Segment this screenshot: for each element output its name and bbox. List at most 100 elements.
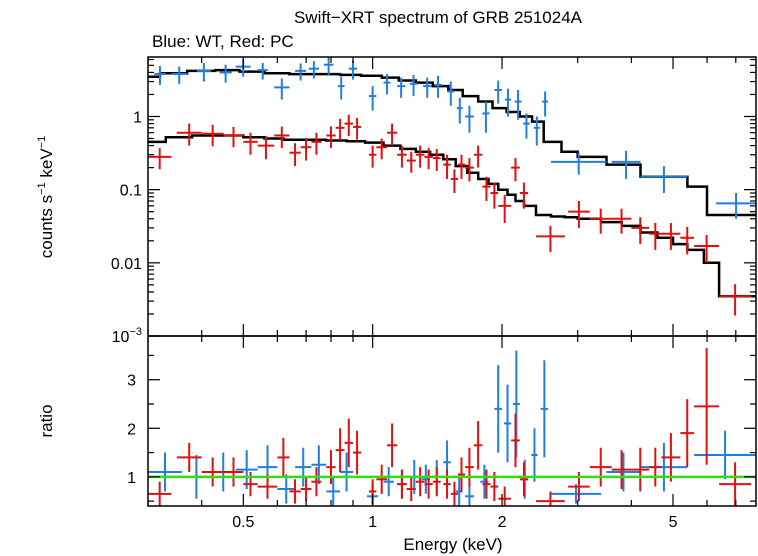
ratio-pc-point bbox=[649, 447, 662, 487]
ratio-wt-point bbox=[640, 442, 688, 492]
chart-subtitle: Blue: WT, Red: PC bbox=[152, 32, 294, 51]
spectrum-wt-point bbox=[447, 81, 455, 106]
spectrum-pc-point bbox=[257, 136, 275, 160]
spectrum-wt-point bbox=[196, 62, 211, 82]
spectrum-wt-point bbox=[640, 166, 688, 194]
ratio-pc-point bbox=[335, 428, 345, 472]
ratio-wt-point bbox=[326, 476, 341, 506]
ratio-pc-point bbox=[589, 447, 612, 487]
ratio-pc-point bbox=[289, 479, 301, 504]
spectrum-wt-point bbox=[397, 77, 406, 98]
spectrum-pc-point bbox=[464, 158, 474, 182]
ratio-pc-point bbox=[406, 476, 416, 502]
ratio-pc-point bbox=[519, 462, 529, 497]
spectrum-pc-point bbox=[424, 148, 433, 170]
spectrum-wt-point bbox=[456, 97, 463, 124]
spectrum-wt-point bbox=[154, 65, 166, 85]
ratio-panel: 1 2 3 ratio bbox=[37, 335, 757, 507]
spectrum-pc-point bbox=[344, 114, 354, 137]
x-tick-label: 1 bbox=[368, 514, 377, 531]
spectrum-wt-point bbox=[434, 75, 443, 98]
ratio-pc-point bbox=[201, 457, 224, 487]
spectrum-wt-point bbox=[337, 76, 345, 100]
ratio-pc-point bbox=[432, 467, 441, 497]
ratio-pc-point bbox=[450, 481, 459, 506]
ratio-pc-point bbox=[498, 486, 512, 506]
ratio-pc-point bbox=[397, 469, 407, 499]
ratio-wt-point bbox=[606, 452, 641, 492]
ratio-pc-point bbox=[511, 413, 520, 468]
ratio-pc-point bbox=[458, 457, 465, 492]
spectrum-panel: 1 0.1 0.01 10−3 counts s−1 keV−1 bbox=[36, 56, 757, 346]
ratio-pc-point bbox=[680, 399, 695, 468]
spectrum-pc-point bbox=[176, 123, 202, 146]
spectrum-wt-point bbox=[523, 113, 530, 139]
spectrum-pc-point bbox=[326, 126, 336, 149]
ratio-pc-point bbox=[344, 418, 354, 468]
spectrum-pc-point bbox=[443, 154, 451, 179]
y-tick-label: 0.01 bbox=[111, 256, 142, 273]
ratio-wt-point bbox=[540, 360, 549, 458]
ratio-pc-point bbox=[376, 464, 388, 494]
y-tick-label-min: 10−3 bbox=[112, 326, 142, 346]
ratio-pc-point bbox=[443, 469, 451, 499]
ratio-pc-point bbox=[257, 474, 278, 499]
ratio-pc-point bbox=[719, 462, 752, 506]
spectrum-pc-point bbox=[661, 223, 681, 250]
ratio-y-axis-label: ratio bbox=[37, 404, 56, 437]
spectrum-pc-point bbox=[406, 151, 416, 173]
ratio-y-tick-label: 3 bbox=[127, 373, 136, 390]
ratio-wt-point bbox=[531, 428, 538, 482]
ratio-pc-point bbox=[311, 467, 322, 497]
spectrum-pc-point bbox=[368, 145, 377, 168]
spectrum-wt-point bbox=[274, 78, 290, 100]
spectrum-pc-point bbox=[243, 132, 258, 155]
spectrum-pc-point bbox=[201, 124, 224, 147]
spectrum-pc-point bbox=[397, 145, 407, 168]
spectrum-wt-point bbox=[171, 66, 188, 84]
spectrum-wt-point bbox=[295, 63, 307, 81]
spectrum-wt-point bbox=[542, 91, 549, 117]
spectrum-wt-point bbox=[383, 74, 391, 95]
spectrum-pc-point bbox=[289, 143, 301, 167]
ratio-pc-point bbox=[473, 421, 483, 470]
spectrum-wt-point bbox=[611, 150, 641, 179]
spectrum-pc-point bbox=[450, 169, 459, 194]
ratio-pc-point bbox=[223, 457, 244, 487]
ratio-pc-point bbox=[353, 430, 362, 475]
ratio-pc-point bbox=[387, 423, 398, 468]
ratio-wt-point bbox=[694, 430, 756, 480]
ratio-y-tick-label: 1 bbox=[127, 470, 136, 487]
chart-title: Swift−XRT spectrum of GRB 251024A bbox=[294, 8, 583, 27]
spectrum-wt-point bbox=[348, 60, 358, 80]
ratio-pc-point bbox=[277, 438, 290, 477]
spectrum-wt-point bbox=[323, 57, 334, 75]
ratio-pc-point bbox=[148, 481, 172, 506]
spectrum-pc-point bbox=[536, 225, 565, 253]
spectrum-pc-point bbox=[511, 158, 520, 182]
spectrum-wt-point bbox=[308, 61, 319, 79]
ratio-pc-point bbox=[424, 469, 433, 499]
spectrum-pc-point bbox=[458, 154, 465, 179]
ratio-frame bbox=[147, 335, 757, 507]
ratio-pc-point bbox=[464, 447, 474, 487]
spectrum-pc-point bbox=[274, 126, 290, 149]
spectrum-wt-point bbox=[514, 90, 522, 120]
spectrum-wt-point bbox=[423, 77, 432, 98]
spectrum-pc-point bbox=[680, 226, 695, 255]
pc-model-line bbox=[148, 134, 756, 298]
spectrum-pc-point bbox=[223, 126, 244, 148]
spectrum-wt-point bbox=[716, 193, 756, 219]
spectrum-pc-point bbox=[589, 208, 612, 234]
ratio-wt-point bbox=[148, 452, 183, 492]
spectrum-wt-point bbox=[494, 80, 503, 104]
ratio-pc-point bbox=[661, 433, 681, 482]
y-tick-label: 0.1 bbox=[120, 183, 142, 200]
spectrum-pc-point bbox=[694, 235, 720, 263]
ratio-wt-point bbox=[503, 384, 512, 463]
spectrum-pc-point bbox=[719, 284, 752, 316]
spectrum-pc-point bbox=[335, 118, 345, 141]
ratio-pc-point bbox=[482, 469, 491, 499]
x-axis-label: Energy (keV) bbox=[403, 535, 502, 554]
